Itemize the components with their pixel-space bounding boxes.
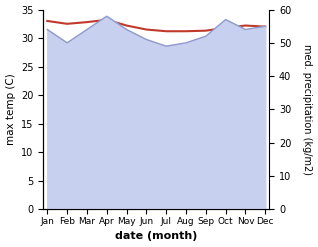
X-axis label: date (month): date (month) xyxy=(115,231,197,242)
Y-axis label: max temp (C): max temp (C) xyxy=(5,74,16,145)
Y-axis label: med. precipitation (kg/m2): med. precipitation (kg/m2) xyxy=(302,44,313,175)
